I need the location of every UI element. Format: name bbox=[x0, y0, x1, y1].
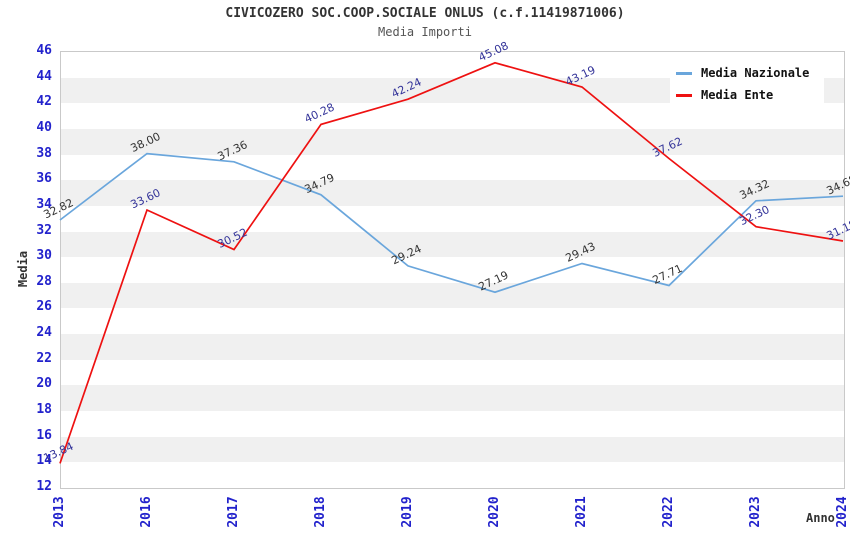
y-axis-tick: 36 bbox=[36, 171, 52, 187]
grid-band bbox=[61, 334, 844, 360]
grid-band bbox=[61, 257, 844, 283]
y-axis-tick: 32 bbox=[36, 222, 52, 238]
y-axis-tick: 42 bbox=[36, 94, 52, 110]
x-axis-tick: 2016 bbox=[139, 496, 154, 528]
y-axis-tick: 44 bbox=[36, 68, 52, 84]
grid-band bbox=[61, 231, 844, 258]
y-axis-tick: 28 bbox=[36, 273, 52, 289]
y-axis-tick: 46 bbox=[36, 43, 52, 58]
x-axis-tick: 2022 bbox=[661, 496, 676, 528]
y-axis-tick: 16 bbox=[36, 427, 52, 443]
grid-band bbox=[61, 128, 844, 155]
y-axis-tick: 12 bbox=[36, 479, 52, 494]
grid-band bbox=[61, 180, 844, 206]
y-axis-tick: 40 bbox=[36, 119, 52, 135]
legend-swatch-icon bbox=[676, 93, 692, 97]
x-axis-title: Anno bbox=[806, 511, 835, 525]
y-axis-tick: 34 bbox=[36, 196, 52, 212]
y-axis-tick: 20 bbox=[36, 376, 52, 392]
y-axis-title: Media bbox=[16, 250, 30, 288]
chart-title: CIVICOZERO SOC.COOP.SOCIALE ONLUS (c.f.1… bbox=[225, 6, 625, 21]
grid-band bbox=[61, 359, 844, 386]
legend-label: Media Nazionale bbox=[701, 66, 810, 80]
x-axis-tick: 2019 bbox=[400, 496, 415, 528]
grid-band bbox=[61, 462, 844, 488]
grid-band bbox=[61, 308, 844, 335]
x-axis-tick: 2023 bbox=[748, 496, 763, 528]
grid-band bbox=[61, 385, 844, 412]
grid-band bbox=[61, 205, 844, 232]
x-axis-tick: 2017 bbox=[226, 496, 241, 528]
y-axis-tick: 26 bbox=[36, 299, 52, 315]
legend-item: Media Nazionale bbox=[676, 62, 818, 84]
y-axis-tick: 18 bbox=[36, 402, 52, 418]
x-axis-tick: 2018 bbox=[313, 496, 328, 528]
y-axis-tick: 14 bbox=[36, 453, 52, 469]
grid-band bbox=[61, 282, 844, 309]
grid-band bbox=[61, 436, 844, 463]
grid-band bbox=[61, 154, 844, 181]
x-axis-tick: 2013 bbox=[52, 496, 67, 528]
grid-band bbox=[61, 411, 844, 437]
legend-swatch-icon bbox=[676, 71, 692, 75]
plot-area bbox=[60, 51, 845, 489]
y-axis-tick: 38 bbox=[36, 145, 52, 161]
x-axis-tick: 2024 bbox=[835, 496, 850, 528]
y-axis-tick: 22 bbox=[36, 350, 52, 366]
y-axis-tick: 30 bbox=[36, 248, 52, 264]
legend: Media Nazionale Media Ente bbox=[670, 57, 824, 111]
x-axis-tick: 2020 bbox=[487, 496, 502, 528]
x-axis-tick: 2021 bbox=[574, 496, 589, 528]
chart-subtitle: Media Importi bbox=[378, 25, 472, 39]
legend-label: Media Ente bbox=[701, 88, 774, 102]
legend-item: Media Ente bbox=[676, 84, 818, 106]
y-axis-tick: 24 bbox=[36, 325, 52, 341]
